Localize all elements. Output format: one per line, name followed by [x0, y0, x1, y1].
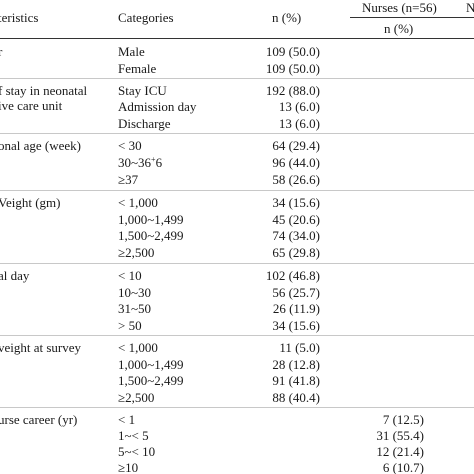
category-cell: 1,500~2,499: [118, 373, 184, 388]
header-categories: Categories: [118, 10, 174, 25]
category-cell: Male: [118, 44, 145, 59]
char-label: r: [0, 44, 3, 59]
n-cell: 28 (12.8): [272, 357, 320, 372]
nurses-cell: 7 (12.5): [382, 412, 424, 427]
category-cell: ≥2,500: [118, 245, 155, 260]
char-label: urse career (yr): [0, 412, 78, 427]
row-separator: [0, 133, 474, 134]
category-cell: 31~50: [118, 301, 152, 316]
n-cell: 109 (50.0): [265, 61, 320, 76]
category-cell: ≥10: [118, 460, 139, 474]
char-label: Veight (gm): [0, 195, 61, 210]
row-separator: [0, 78, 474, 79]
category-cell: 1,500~2,499: [118, 228, 184, 243]
category-cell: < 30: [118, 138, 142, 153]
header-edge: N: [466, 0, 474, 15]
nurses-cell: 12 (21.4): [376, 444, 424, 459]
header-bottom-rule: [0, 38, 474, 39]
n-cell: 102 (46.8): [265, 268, 320, 283]
header-characteristics: teristics: [0, 10, 39, 25]
char-label: f stay in neonatal: [0, 83, 88, 98]
category-cell: Admission day: [118, 99, 197, 114]
char-label: veight at survey: [0, 340, 82, 355]
header-n-percent: n (%): [272, 10, 302, 25]
category-text: 30~36: [118, 155, 152, 170]
n-cell: 58 (26.6): [272, 172, 320, 187]
category-text: 6: [155, 155, 163, 170]
header-nurses: Nurses (n=56): [362, 0, 437, 15]
category-cell: ≥37: [118, 172, 139, 187]
n-cell: 34 (15.6): [272, 195, 320, 210]
n-cell: 45 (20.6): [272, 212, 320, 227]
n-cell: 56 (25.7): [272, 285, 320, 300]
nurses-underline: [350, 17, 474, 18]
row-separator: [0, 190, 474, 191]
n-cell: 74 (34.0): [272, 228, 320, 243]
row-separator: [0, 263, 474, 264]
char-label: onal age (week): [0, 138, 82, 153]
category-cell: < 1,000: [118, 195, 158, 210]
n-cell: 65 (29.8): [272, 245, 320, 260]
category-cell: 5~< 10: [118, 444, 156, 459]
category-cell: 30~36+6: [118, 155, 162, 170]
nurses-cell: 31 (55.4): [376, 428, 424, 443]
category-cell: 1,000~1,499: [118, 212, 184, 227]
n-cell: 13 (6.0): [278, 99, 320, 114]
n-cell: 96 (44.0): [272, 155, 320, 170]
char-label: al day: [0, 268, 30, 283]
n-cell: 64 (29.4): [272, 138, 320, 153]
category-cell: Stay ICU: [118, 83, 167, 98]
category-cell: 1~< 5: [118, 428, 149, 443]
category-cell: ≥2,500: [118, 390, 155, 405]
category-cell: 10~30: [118, 285, 152, 300]
category-cell: < 1: [118, 412, 136, 427]
n-cell: 34 (15.6): [272, 318, 320, 333]
nurses-cell: 6 (10.7): [382, 460, 424, 474]
n-cell: 26 (11.9): [272, 301, 320, 316]
category-cell: Female: [118, 61, 157, 76]
category-cell: < 10: [118, 268, 142, 283]
category-cell: 1,000~1,499: [118, 357, 184, 372]
n-cell: 91 (41.8): [272, 373, 320, 388]
n-cell: 13 (6.0): [278, 116, 320, 131]
row-separator: [0, 335, 474, 336]
n-cell: 11 (5.0): [279, 340, 320, 355]
category-cell: < 1,000: [118, 340, 158, 355]
category-cell: Discharge: [118, 116, 171, 131]
char-label: ive care unit: [0, 98, 63, 113]
n-cell: 88 (40.4): [272, 390, 320, 405]
category-sup: +: [151, 155, 156, 164]
category-cell: > 50: [118, 318, 142, 333]
header-nurses-sub: n (%): [384, 21, 414, 36]
n-cell: 192 (88.0): [265, 83, 320, 98]
n-cell: 109 (50.0): [265, 44, 320, 59]
row-separator: [0, 407, 474, 408]
